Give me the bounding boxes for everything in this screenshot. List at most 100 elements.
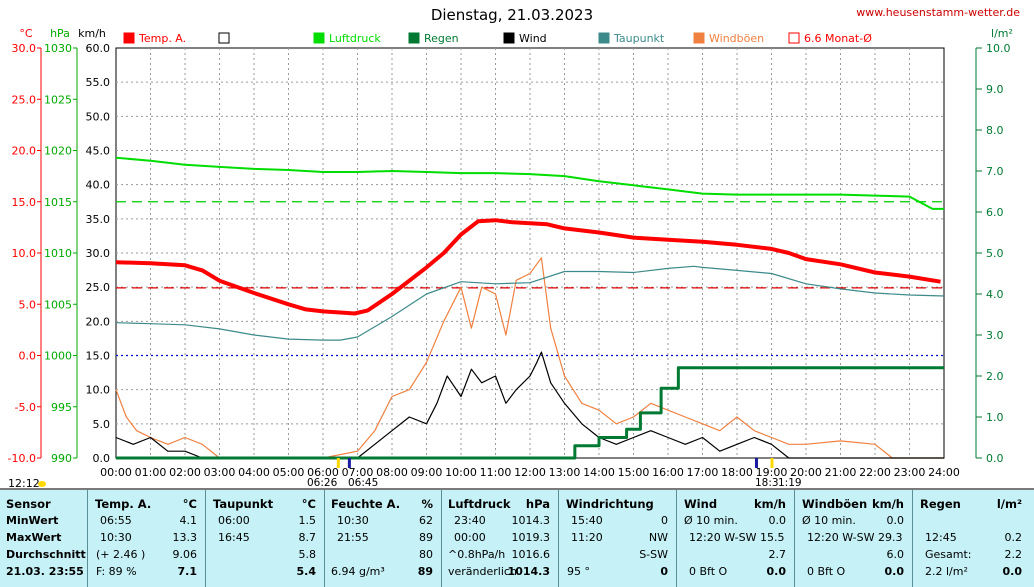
series-line-temp-a- xyxy=(115,218,941,316)
stats-dew-max: 8.7 xyxy=(298,531,317,544)
stats-hum-min-time: 10:30 xyxy=(337,514,369,527)
stats-press-avg: 1016.6 xyxy=(511,548,551,561)
stats-temp-delta: (+ 2.46 ) xyxy=(96,548,146,561)
stats-temp-avg: 9.06 xyxy=(172,548,198,561)
time-tick: 03:00 xyxy=(204,466,236,479)
stats-humidity: Feuchte A. % 10:30 62 21:55 89 80 6.94 g… xyxy=(325,490,442,587)
temp-tick: 10.0 xyxy=(12,247,37,260)
speed-tick: 30.0 xyxy=(86,247,111,260)
stats-gust-header: Windböen xyxy=(802,497,868,511)
stats-dir-avg: S-SW xyxy=(639,548,668,561)
stats-gust-avg10: 0.0 xyxy=(886,514,905,527)
legend-item: 6.6 Monat-Ø xyxy=(788,32,872,45)
stats-wind-avg: 2.7 xyxy=(768,548,787,561)
stats-rain-day: 2.2 l/m² xyxy=(925,565,968,578)
stats-press-min-time: 23:40 xyxy=(454,514,486,527)
time-tick: 16:00 xyxy=(652,466,684,479)
sunrise-label-b: 06:45 xyxy=(348,477,378,488)
stats-hum-max-time: 21:55 xyxy=(337,531,369,544)
speed-tick: 40.0 xyxy=(86,179,111,192)
chart-axes: 30.0 25.0 20.0 15.0 10.0 5.0 0.0 -5.0 -10.0 1030 1… xyxy=(8,42,1011,487)
stats-dew-min-time: 06:00 xyxy=(218,514,250,527)
speed-tick: 35.0 xyxy=(86,213,111,226)
time-tick: 01:00 xyxy=(135,466,167,479)
legend-swatch xyxy=(313,32,325,44)
stats-wind-direction: Windrichtung 15:40 0 11:20 NW S-SW 95 ° … xyxy=(559,490,677,587)
legend-swatch xyxy=(123,32,135,44)
stats-rain: Regen l/m² 12:45 0.2 Gesamt: 2.2 2.2 l/m… xyxy=(913,490,1034,587)
stats-dir-max: NW xyxy=(648,531,668,544)
stats-press-current: 1014.3 xyxy=(507,565,550,578)
stats-temp-current: 7.1 xyxy=(177,565,198,578)
series-line-taupunkt xyxy=(115,265,945,341)
legend-item: Taupunkt xyxy=(598,32,665,45)
sunset-label: 18:3 xyxy=(755,477,779,488)
legend-item: Luftdruck xyxy=(313,32,381,45)
stats-hum-unit: % xyxy=(421,497,433,511)
stats-press-max-time: 00:00 xyxy=(454,531,486,544)
rain-tick: 7.0 xyxy=(986,165,1004,178)
temp-unit: °C xyxy=(19,27,33,40)
statistics-panel: Sensor MinWert MaxWert Durchschnitt 21.0… xyxy=(0,488,1034,587)
rain-tick: 9.0 xyxy=(986,83,1004,96)
temp-tick: 15.0 xyxy=(12,196,37,209)
stats-gust-bft: 0 Bft O xyxy=(807,565,846,578)
stats-dew-current: 5.4 xyxy=(296,565,317,578)
temp-tick: 20.0 xyxy=(12,145,37,158)
stats-dir-header: Windrichtung xyxy=(566,497,654,511)
rain-tick: 8.0 xyxy=(986,124,1004,137)
time-tick: 04:00 xyxy=(238,466,270,479)
legend-item xyxy=(218,32,230,44)
stats-dew-header: Taupunkt xyxy=(213,497,274,511)
time-tick: 05:00 xyxy=(273,466,305,479)
stats-temp-max-time: 10:30 xyxy=(100,531,132,544)
legend-item: Temp. A. xyxy=(123,32,186,45)
time-tick: 15:00 xyxy=(618,466,650,479)
legend-item: Regen xyxy=(408,32,459,45)
stats-temp-max: 13.3 xyxy=(172,531,198,544)
stats-hum-abs: 6.94 g/m³ xyxy=(331,565,385,578)
press-tick: 1000 xyxy=(44,350,72,363)
sun-marker xyxy=(347,458,351,468)
time-tick: 06:00 xyxy=(307,466,339,479)
time-tick: 11:00 xyxy=(480,466,512,479)
reference-lines xyxy=(116,201,944,357)
stats-temp-min-time: 06:55 xyxy=(100,514,132,527)
rain-tick: 4.0 xyxy=(986,288,1004,301)
stats-temp-min: 4.1 xyxy=(179,514,198,527)
time-tick: 10:00 xyxy=(445,466,477,479)
legend-label: Wind xyxy=(519,32,547,45)
stats-press-min: 1014.3 xyxy=(511,514,551,527)
sun-noon-label: 12:12 xyxy=(8,477,40,488)
speed-tick: 25.0 xyxy=(86,281,111,294)
legend-swatch xyxy=(408,32,420,44)
stats-press-forecast: veränderlich xyxy=(448,565,517,578)
sun-icon xyxy=(38,481,46,487)
temp-tick: 30.0 xyxy=(12,42,37,55)
temp-tick: -5.0 xyxy=(15,401,36,414)
stats-press-header: Luftdruck xyxy=(448,497,511,511)
stats-label-max: MaxWert xyxy=(6,531,62,544)
stats-rain-unit: l/m² xyxy=(996,497,1022,511)
rain-unit: l/m² xyxy=(991,27,1013,40)
speed-tick: 15.0 xyxy=(86,350,111,363)
stats-rain-total-label: Gesamt: xyxy=(925,548,972,561)
sun-marker xyxy=(754,458,758,468)
time-tick: 19:00 xyxy=(756,466,788,479)
speed-tick: 5.0 xyxy=(93,418,111,431)
chart-grid xyxy=(115,47,945,459)
series-line-regen xyxy=(116,366,944,460)
sun-marker xyxy=(336,458,340,468)
chart-series xyxy=(115,156,945,460)
speed-tick: 10.0 xyxy=(86,384,111,397)
stats-press-unit: hPa xyxy=(525,497,550,511)
chart-title: Dienstag, 21.03.2023 xyxy=(431,6,593,24)
stats-gust-max: 12:20 W-SW 29.3 xyxy=(807,531,903,544)
sun-marker xyxy=(770,458,774,468)
legend-swatch xyxy=(693,32,705,44)
legend-label: 6.6 Monat-Ø xyxy=(804,32,872,45)
legend-label: Taupunkt xyxy=(613,32,665,45)
stats-wind-avg10-label: Ø 10 min. xyxy=(684,514,738,527)
speed-tick: 45.0 xyxy=(86,145,111,158)
time-tick: 17:00 xyxy=(687,466,719,479)
